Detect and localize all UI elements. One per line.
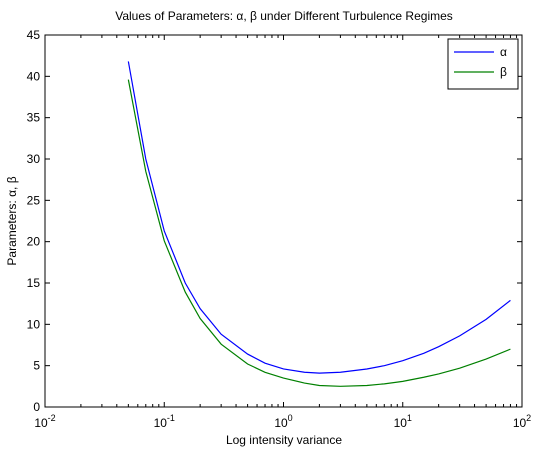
x-tick-label: 100 xyxy=(274,413,292,430)
y-axis: 0 5 10 15 20 25 30 35 40 45 xyxy=(27,28,522,414)
series-line-alpha xyxy=(127,61,511,374)
legend-label: β xyxy=(500,65,507,79)
y-tick-label: 0 xyxy=(33,400,40,414)
legend-box xyxy=(447,38,519,90)
x-tick-label: 102 xyxy=(513,413,531,430)
y-axis-label: Parameters: α, β xyxy=(5,176,19,265)
series-layer xyxy=(127,61,511,387)
y-tick-label: 15 xyxy=(27,276,41,290)
chart-title: Values of Parameters: α, β under Differe… xyxy=(115,9,453,23)
series-line-beta xyxy=(127,79,511,387)
x-axis: 10-2 10-1 100 101 102 xyxy=(34,35,531,430)
y-tick-label: 30 xyxy=(27,152,41,166)
plot-area xyxy=(45,35,522,407)
y-tick-label: 25 xyxy=(27,193,41,207)
x-tick-label: 10-2 xyxy=(34,413,55,430)
x-tick-label: 101 xyxy=(394,413,412,430)
y-tick-label: 20 xyxy=(27,235,41,249)
y-tick-label: 35 xyxy=(27,111,41,125)
plot-background xyxy=(45,35,522,407)
y-tick-label: 5 xyxy=(33,359,40,373)
y-tick-label: 40 xyxy=(27,69,41,83)
legend-label: α xyxy=(500,45,507,59)
y-tick-label: 10 xyxy=(27,317,41,331)
y-tick-label: 45 xyxy=(27,28,41,42)
x-tick-label: 10-1 xyxy=(154,413,175,430)
legend: αβ xyxy=(447,38,519,90)
x-axis-label: Log intensity variance xyxy=(226,433,342,447)
